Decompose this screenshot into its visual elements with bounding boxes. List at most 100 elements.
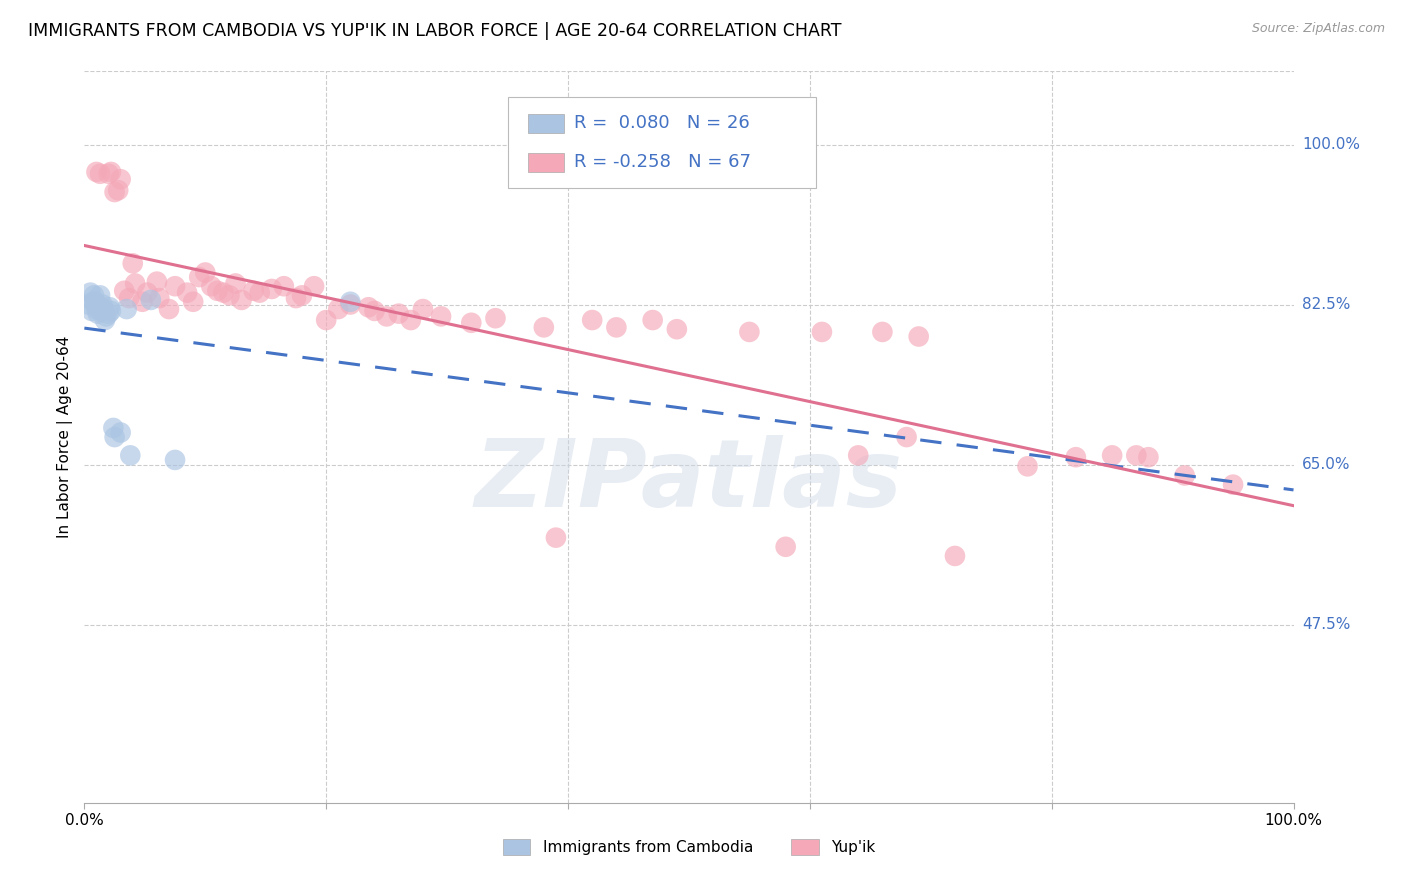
Bar <box>529 114 564 133</box>
Point <box>1017 459 1039 474</box>
Point <box>110 425 132 440</box>
Point <box>1174 468 1197 483</box>
Point <box>148 291 170 305</box>
Point <box>1222 477 1244 491</box>
Point <box>89 288 111 302</box>
Point <box>100 304 122 318</box>
Point <box>363 304 385 318</box>
Text: 65.0%: 65.0% <box>1302 457 1350 472</box>
Point <box>242 284 264 298</box>
Point <box>97 307 120 321</box>
Point <box>86 301 108 317</box>
Point <box>399 313 422 327</box>
Point <box>357 300 380 314</box>
Point <box>388 307 411 321</box>
Point <box>1064 450 1087 465</box>
Point <box>103 421 125 435</box>
Text: 82.5%: 82.5% <box>1302 297 1350 312</box>
Text: IMMIGRANTS FROM CAMBODIA VS YUP'IK IN LABOR FORCE | AGE 20-64 CORRELATION CHART: IMMIGRANTS FROM CAMBODIA VS YUP'IK IN LA… <box>28 22 842 40</box>
Point <box>194 266 217 280</box>
Point <box>200 279 222 293</box>
Point <box>165 453 187 467</box>
Point <box>738 325 761 339</box>
Point <box>907 329 929 343</box>
Point <box>115 301 138 317</box>
Point <box>328 301 350 317</box>
Text: R =  0.080   N = 26: R = 0.080 N = 26 <box>574 114 749 132</box>
Point <box>86 165 108 179</box>
FancyBboxPatch shape <box>508 97 815 188</box>
Point <box>165 279 187 293</box>
Text: 47.5%: 47.5% <box>1302 617 1350 632</box>
Point <box>79 285 101 300</box>
Point <box>112 284 135 298</box>
Point <box>544 531 567 545</box>
Point <box>641 313 664 327</box>
Text: 100.0%: 100.0% <box>1302 137 1360 152</box>
Point <box>77 297 100 311</box>
Point <box>131 294 153 309</box>
Point <box>93 301 115 317</box>
Text: Source: ZipAtlas.com: Source: ZipAtlas.com <box>1251 22 1385 36</box>
Point <box>124 277 146 291</box>
Point <box>121 256 143 270</box>
Point <box>302 279 325 293</box>
Point <box>212 285 235 300</box>
Point <box>87 300 110 314</box>
Point <box>665 322 688 336</box>
Point <box>775 540 797 554</box>
Point <box>1125 448 1147 462</box>
Point <box>188 270 211 285</box>
Point <box>484 311 506 326</box>
Point <box>315 313 337 327</box>
Text: ZIPatlas: ZIPatlas <box>475 435 903 527</box>
Point <box>284 291 308 305</box>
Point <box>118 291 141 305</box>
Point <box>460 316 482 330</box>
Point <box>157 301 180 317</box>
Point <box>943 549 966 563</box>
Point <box>339 294 361 309</box>
Point <box>110 172 132 186</box>
Point <box>94 310 117 324</box>
Point <box>90 304 112 318</box>
Point <box>533 320 555 334</box>
Bar <box>529 153 564 171</box>
Point <box>136 285 159 300</box>
Point <box>218 288 240 302</box>
Point <box>1101 448 1123 462</box>
Point <box>83 288 105 302</box>
Point <box>249 285 271 300</box>
Point <box>94 313 117 327</box>
Point <box>605 320 627 334</box>
Point <box>896 430 918 444</box>
Point <box>430 310 453 324</box>
Point <box>260 282 283 296</box>
Point <box>91 297 114 311</box>
Point <box>375 310 398 324</box>
Point <box>120 448 142 462</box>
Point <box>107 183 129 197</box>
Point <box>86 307 108 321</box>
Point <box>181 294 204 309</box>
Point <box>1137 450 1160 465</box>
Point <box>291 288 314 302</box>
Point <box>207 284 229 298</box>
Point <box>872 325 894 339</box>
Point <box>104 185 127 199</box>
Y-axis label: In Labor Force | Age 20-64: In Labor Force | Age 20-64 <box>58 336 73 538</box>
Point <box>80 304 103 318</box>
Point <box>231 293 253 307</box>
Point <box>846 448 869 462</box>
Point <box>89 167 111 181</box>
Point <box>97 167 120 181</box>
Point <box>176 285 198 300</box>
Point <box>82 294 104 309</box>
Point <box>273 279 295 293</box>
Text: R = -0.258   N = 67: R = -0.258 N = 67 <box>574 153 751 171</box>
Point <box>339 297 361 311</box>
Point <box>581 313 603 327</box>
Point <box>98 300 121 314</box>
Point <box>84 294 107 309</box>
Point <box>139 293 162 307</box>
